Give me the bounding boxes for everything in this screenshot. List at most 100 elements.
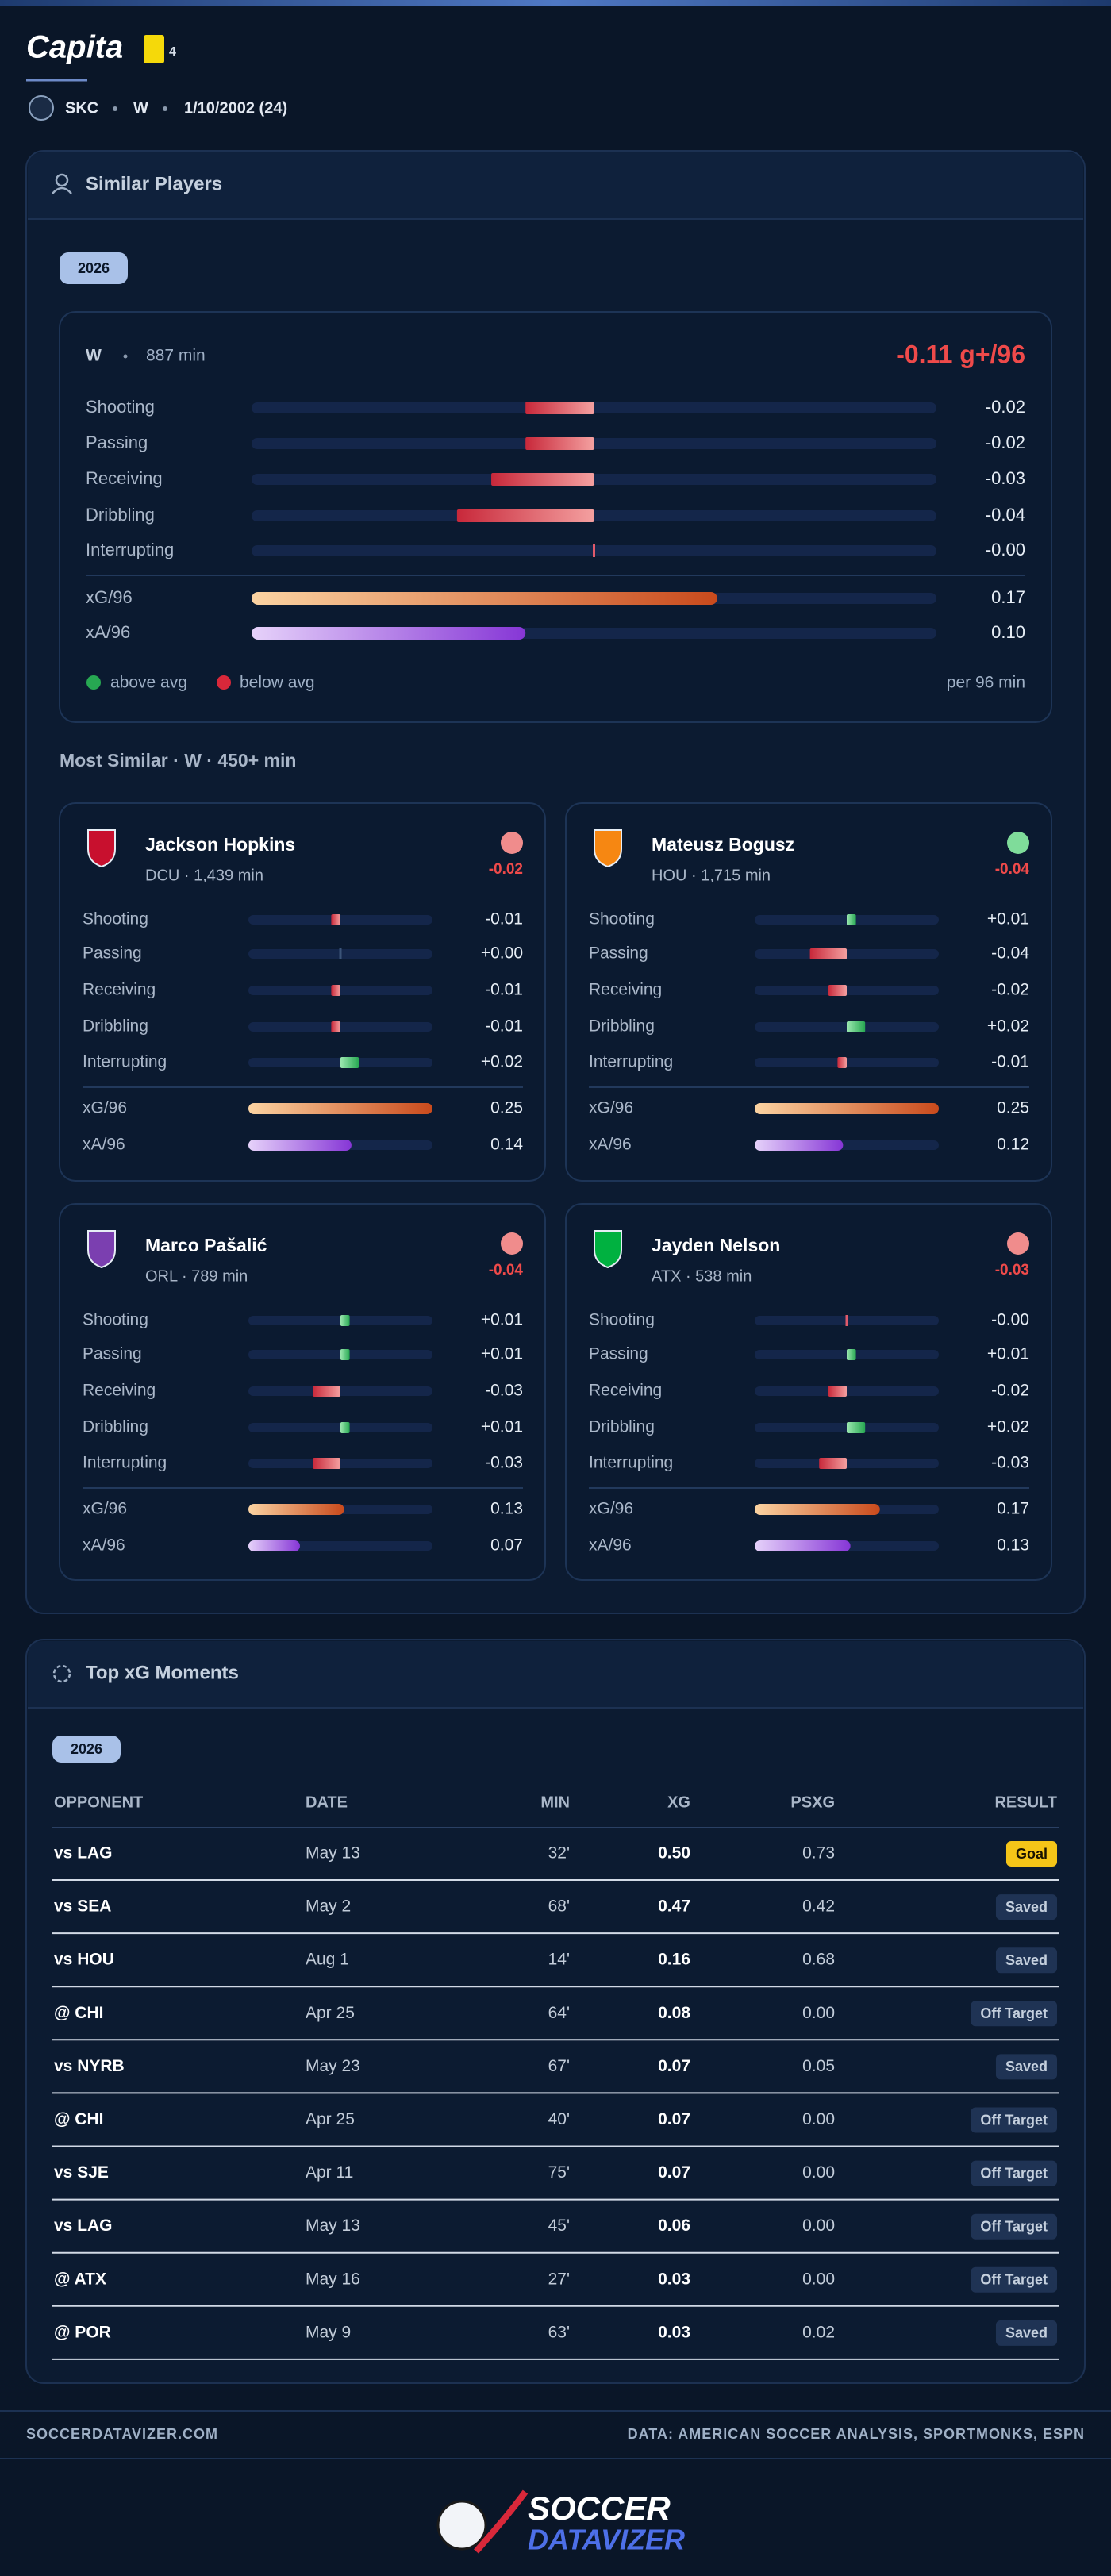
similarity-dot: [501, 1232, 523, 1255]
stat-value: -0.02: [986, 433, 1025, 452]
logo-top: SOCCER: [528, 2489, 671, 2527]
subsection-title: Most Similar · W · 450+ min: [60, 750, 296, 771]
yellow-card-count: 4: [169, 45, 176, 59]
comparable-name: Jayden Nelson: [652, 1235, 780, 1255]
stat-label: Shooting: [589, 910, 655, 929]
column-header: DATE: [306, 1794, 348, 1811]
rate-value: 0.17: [997, 1500, 1029, 1518]
table-cell: 27': [548, 2270, 570, 2288]
stat-value: +0.01: [987, 910, 1029, 929]
table-cell: vs SEA: [54, 1897, 111, 1916]
section-title: Similar Players: [86, 173, 222, 194]
rate-bar: [755, 1504, 880, 1515]
table-cell: 0.03: [658, 2323, 690, 2341]
stat-bar: [313, 1386, 340, 1397]
stat-bar: [340, 1422, 350, 1433]
result-label: Off Target: [980, 2272, 1048, 2288]
panel-header: [28, 1641, 1083, 1708]
table-cell: vs LAG: [54, 2217, 113, 2235]
stat-label: Interrupting: [86, 540, 174, 559]
table-cell: @ POR: [54, 2323, 111, 2341]
result-label: Off Target: [980, 2165, 1048, 2181]
stat-value: -0.01: [485, 910, 523, 929]
rate-value: 0.10: [991, 622, 1025, 642]
stat-bar: [819, 1458, 847, 1469]
stat-value: +0.01: [481, 1311, 523, 1329]
content: Capita 4 SKC W 1/10/2002 (24) Similar Players…: [0, 30, 1111, 2556]
comparable-info: HOU · 1,715 min: [652, 867, 771, 884]
stat-label: Passing: [83, 944, 142, 963]
similarity-dot: [1007, 1232, 1029, 1255]
stat-value: +0.01: [987, 1345, 1029, 1363]
rate-bar: [252, 592, 717, 605]
stat-label: Receiving: [83, 981, 156, 999]
panel: [25, 1639, 1086, 2384]
stat-value: -0.04: [991, 944, 1029, 963]
rate-bar: [755, 1140, 844, 1151]
stat-value: -0.01: [485, 981, 523, 999]
result-label: Goal: [1016, 1846, 1048, 1862]
table-cell: 0.68: [802, 1951, 835, 1969]
table-cell: 14': [548, 1951, 570, 1969]
rate-value: 0.25: [490, 1099, 523, 1117]
rate-label: xA/96: [589, 1536, 632, 1555]
column-header: RESULT: [994, 1794, 1057, 1811]
result-badge: [995, 2054, 1057, 2080]
table-cell: 0.03: [658, 2270, 690, 2288]
stat-bar: [491, 473, 594, 486]
table-cell: 40': [548, 2110, 570, 2128]
table-cell: 0.07: [658, 2057, 690, 2075]
rate-label: xG/96: [83, 1500, 127, 1518]
rate-label: xG/96: [83, 1099, 127, 1117]
rate-label: xG/96: [589, 1500, 633, 1518]
separator-dot: [123, 354, 128, 359]
team-logo: [87, 829, 116, 868]
similarity-dot: [1007, 832, 1029, 854]
result-label: Off Target: [980, 2112, 1048, 2128]
table-cell: May 13: [306, 2217, 360, 2235]
stat-value: -0.02: [991, 1382, 1029, 1400]
stat-label: Interrupting: [83, 1053, 167, 1071]
comparable-diff: -0.04: [995, 861, 1030, 878]
team-logo: [87, 1230, 116, 1269]
section-icon: [52, 186, 72, 194]
rate-bar: [248, 1504, 344, 1515]
table-cell: Aug 1: [306, 1951, 349, 1969]
table-cell: @ CHI: [54, 2004, 103, 2022]
stat-bar: [828, 985, 847, 996]
stat-bar: [847, 1021, 866, 1032]
rate-value: 0.14: [490, 1136, 523, 1154]
table-cell: May 9: [306, 2323, 351, 2341]
legend-label: above avg: [110, 674, 187, 692]
stat-bar: [340, 1057, 359, 1068]
stat-bar: [847, 914, 856, 925]
stat-bar: [313, 1458, 340, 1469]
table-cell: @ ATX: [54, 2270, 106, 2288]
rate-bar: [248, 1540, 300, 1551]
season-label: 2026: [78, 260, 110, 276]
stat-value: +0.01: [481, 1418, 523, 1436]
stat-label: Passing: [83, 1345, 142, 1363]
rate-bar: [755, 1103, 939, 1114]
stat-bar: [456, 509, 594, 522]
rate-bar: [252, 627, 526, 640]
team-logo: [594, 1230, 622, 1269]
stat-value: +0.01: [481, 1345, 523, 1363]
table-cell: Apr 25: [306, 2004, 355, 2022]
legend-dot: [217, 675, 231, 690]
stat-bar: [845, 1315, 848, 1326]
stat-label: Interrupting: [589, 1053, 673, 1071]
section-title: Top xG Moments: [86, 1662, 239, 1683]
table-cell: 0.16: [658, 1951, 690, 1969]
stat-bar: [847, 1349, 856, 1360]
table-cell: 68': [548, 1897, 570, 1916]
table-cell: vs HOU: [54, 1951, 114, 1969]
table-cell: 0.00: [802, 2270, 835, 2288]
rate-label: xG/96: [86, 587, 133, 607]
stat-value: +0.02: [987, 1418, 1029, 1436]
comparable-name: Jackson Hopkins: [145, 834, 295, 855]
column-header: MIN: [540, 1794, 570, 1811]
comparable-diff: -0.03: [995, 1262, 1029, 1278]
stat-label: Passing: [86, 433, 148, 452]
